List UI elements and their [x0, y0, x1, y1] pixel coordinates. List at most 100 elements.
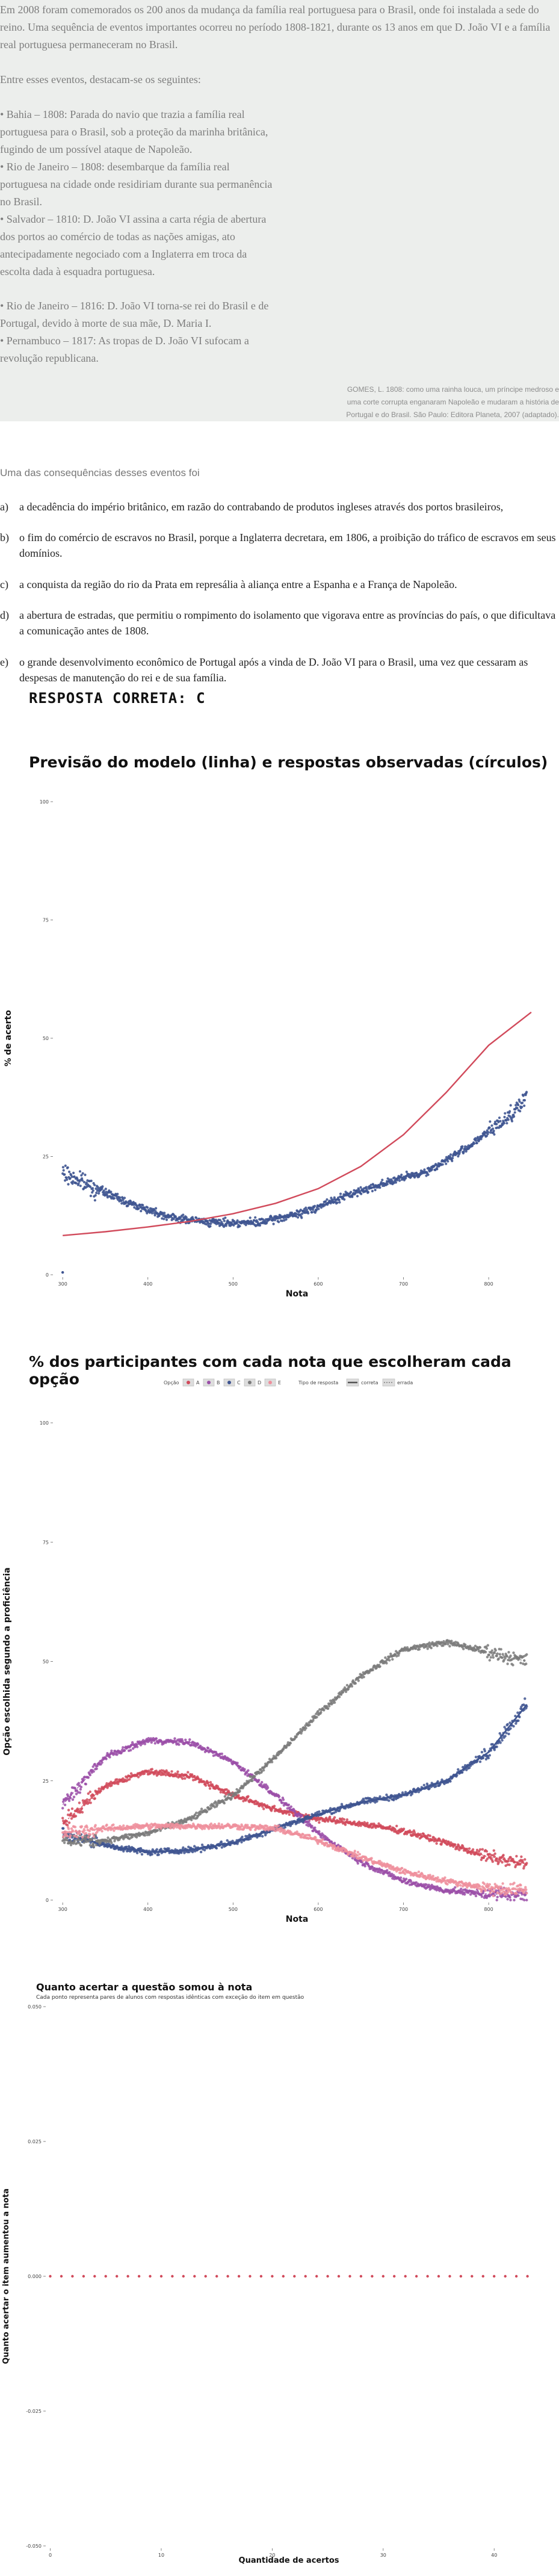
series-line-A [62, 1771, 527, 1865]
series-point-C [495, 1745, 498, 1748]
observed-point [462, 1150, 465, 1153]
series-point-E [515, 1892, 518, 1895]
series-point-A [497, 1861, 500, 1864]
series-point-B [313, 1826, 317, 1829]
series-point-A [466, 1847, 469, 1851]
series-point-A [413, 1831, 416, 1834]
series-point-B [300, 1814, 303, 1817]
series-point-A [344, 1823, 347, 1826]
series-point-D [333, 1701, 336, 1704]
observed-point [304, 1206, 307, 1209]
series-point-B [517, 1891, 520, 1894]
series-point-B [188, 1741, 191, 1744]
series-point-A [428, 1834, 431, 1838]
observed-point [165, 1218, 168, 1221]
series-point-E [524, 1886, 527, 1889]
legend-type: correta [361, 1380, 378, 1386]
series-point-A [329, 1815, 332, 1818]
observed-point [62, 1169, 65, 1172]
series-point-E [356, 1851, 359, 1854]
series-point-A [345, 1818, 349, 1821]
series-point-A [85, 1798, 88, 1801]
observed-point [415, 1171, 418, 1174]
observed-point [339, 1192, 342, 1195]
y-axis-label: Opção escolhida segundo a proficiência [2, 1567, 12, 1755]
observed-point [84, 1173, 87, 1177]
series-point-B [79, 1785, 83, 1789]
series-point-B [69, 1797, 72, 1800]
series-point-D [230, 1792, 233, 1795]
series-point-C [226, 1839, 229, 1842]
passage-block: Em 2008 foram comemorados os 200 anos da… [0, 0, 559, 421]
observed-point [115, 1195, 118, 1198]
observed-point [489, 1120, 492, 1123]
observed-point [89, 1194, 92, 1198]
observed-point [208, 1222, 211, 1225]
observed-point [350, 1190, 353, 1194]
series-point-D [223, 1801, 226, 1805]
series-point-C [468, 1766, 471, 1769]
observed-point [305, 1208, 308, 1212]
series-point-D [442, 1644, 445, 1647]
series-point-E [378, 1860, 381, 1863]
observed-point [106, 1196, 109, 1199]
series-point-E [73, 1825, 77, 1828]
series-point-E [113, 1829, 116, 1832]
series-point-C [140, 1853, 144, 1856]
series-point-A [353, 1820, 356, 1823]
series-point-C [283, 1825, 287, 1829]
series-point-A [279, 1807, 282, 1810]
series-point-B [143, 1742, 147, 1745]
series-point-E [446, 1883, 449, 1886]
series-point-B [105, 1757, 108, 1760]
series-point-E [107, 1828, 110, 1831]
series-point-C [125, 1845, 128, 1848]
series-point-E [93, 1828, 96, 1831]
observed-point [96, 1186, 99, 1189]
observed-point [258, 1224, 262, 1227]
series-point-B [258, 1779, 261, 1782]
series-point-A [184, 1777, 187, 1780]
observed-point [404, 1177, 407, 1180]
series-point-A [449, 1841, 452, 1844]
series-points-B [61, 1737, 528, 1902]
x-tick-label: 300 [58, 1281, 67, 1287]
series-point-D [388, 1659, 391, 1662]
observed-point [330, 1197, 333, 1200]
observed-point [85, 1181, 88, 1184]
series-point-E [431, 1874, 434, 1878]
series-point-E [78, 1832, 82, 1835]
series-point-E [317, 1842, 320, 1845]
series-point-D [94, 1844, 97, 1847]
observed-point [282, 1216, 285, 1219]
legend-type: errada [397, 1380, 413, 1386]
series-point-C [318, 1810, 321, 1813]
series-point-C [167, 1847, 170, 1850]
observed-point [249, 1216, 252, 1219]
series-point-E [510, 1892, 513, 1895]
observed-point [423, 1168, 426, 1171]
series-point-C [385, 1793, 388, 1797]
series-point-C [514, 1715, 517, 1718]
y-axis-label: % de acerto [4, 1010, 13, 1067]
series-point-C [261, 1834, 264, 1838]
observed-point [317, 1207, 320, 1210]
series-point-B [508, 1896, 511, 1899]
y-tick-label: 0 [46, 1272, 49, 1278]
observed-point [93, 1183, 96, 1186]
series-point-D [185, 1820, 188, 1824]
series-point-E [415, 1872, 418, 1875]
observed-point [398, 1179, 401, 1182]
series-point-B [488, 1895, 491, 1898]
series-point-E [88, 1833, 91, 1836]
y-tick-label: 75 [43, 918, 49, 923]
series-point-B [336, 1844, 340, 1847]
series-point-D [175, 1821, 178, 1824]
series-point-B [474, 1894, 478, 1898]
series-point-B [108, 1756, 111, 1759]
option-text: a conquista da região do rio da Prata em… [19, 578, 457, 590]
observed-point [70, 1175, 73, 1178]
series-point-D [110, 1841, 113, 1845]
series-point-D [354, 1682, 357, 1685]
observed-point [365, 1187, 368, 1190]
